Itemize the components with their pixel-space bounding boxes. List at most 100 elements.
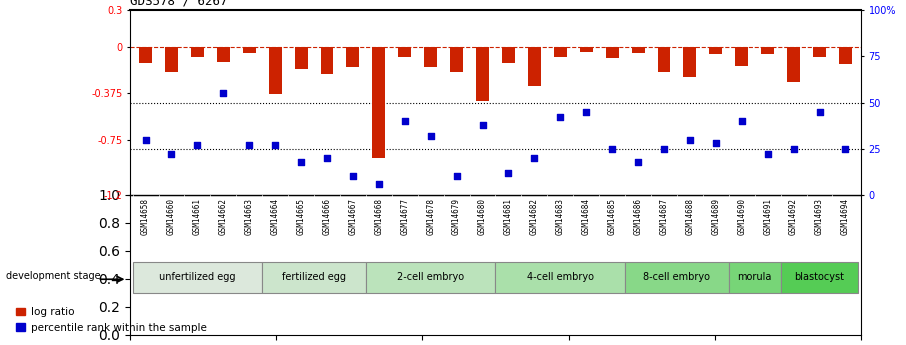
Bar bbox=[683, 47, 697, 77]
Text: GSM14666: GSM14666 bbox=[323, 198, 332, 235]
Point bbox=[449, 174, 464, 179]
Point bbox=[216, 90, 230, 96]
Bar bbox=[140, 47, 152, 63]
Bar bbox=[424, 47, 438, 67]
Text: GSM14679: GSM14679 bbox=[452, 198, 461, 235]
Point bbox=[735, 118, 749, 124]
Text: GSM14665: GSM14665 bbox=[296, 198, 305, 235]
Text: GSM14667: GSM14667 bbox=[349, 198, 358, 235]
Text: unfertilized egg: unfertilized egg bbox=[159, 273, 236, 283]
Point bbox=[371, 181, 386, 187]
Text: GSM14664: GSM14664 bbox=[271, 198, 280, 235]
Bar bbox=[554, 47, 567, 57]
Text: fertilized egg: fertilized egg bbox=[282, 273, 346, 283]
Text: GSM14678: GSM14678 bbox=[426, 198, 435, 235]
Text: GSM14688: GSM14688 bbox=[686, 198, 694, 235]
Point bbox=[423, 133, 438, 139]
Text: GSM14661: GSM14661 bbox=[193, 198, 202, 235]
Text: GSM14693: GSM14693 bbox=[815, 198, 824, 235]
Point bbox=[838, 146, 853, 151]
Text: GSM14668: GSM14668 bbox=[374, 198, 383, 235]
Point bbox=[579, 109, 593, 115]
Point bbox=[605, 146, 620, 151]
Text: GSM14677: GSM14677 bbox=[400, 198, 410, 235]
Point bbox=[190, 142, 205, 148]
Text: GSM14684: GSM14684 bbox=[582, 198, 591, 235]
Text: GSM14663: GSM14663 bbox=[245, 198, 254, 235]
Bar bbox=[580, 47, 593, 52]
Text: GSM14660: GSM14660 bbox=[167, 198, 176, 235]
Bar bbox=[839, 47, 852, 64]
Bar bbox=[787, 47, 800, 81]
Bar bbox=[606, 47, 619, 58]
Legend: log ratio, percentile rank within the sample: log ratio, percentile rank within the sa… bbox=[16, 307, 207, 333]
Bar bbox=[450, 47, 463, 72]
Point bbox=[268, 142, 283, 148]
Point bbox=[164, 151, 178, 157]
Text: GSM14692: GSM14692 bbox=[789, 198, 798, 235]
Point bbox=[813, 109, 827, 115]
Text: GSM14662: GSM14662 bbox=[219, 198, 227, 235]
Text: GSM14687: GSM14687 bbox=[660, 198, 669, 235]
Bar bbox=[502, 47, 515, 63]
Bar bbox=[217, 47, 230, 62]
Text: 2-cell embryo: 2-cell embryo bbox=[397, 273, 464, 283]
Text: GSM14694: GSM14694 bbox=[841, 198, 850, 235]
Text: GSM14658: GSM14658 bbox=[141, 198, 150, 235]
Bar bbox=[132, 262, 262, 293]
Text: GSM14689: GSM14689 bbox=[711, 198, 720, 235]
Point bbox=[553, 115, 567, 120]
Point bbox=[242, 142, 256, 148]
Bar bbox=[625, 262, 728, 293]
Bar bbox=[631, 47, 644, 53]
Point bbox=[631, 159, 645, 165]
Text: GSM14681: GSM14681 bbox=[504, 198, 513, 235]
Point bbox=[320, 155, 334, 161]
Bar bbox=[372, 47, 385, 158]
Text: 8-cell embryo: 8-cell embryo bbox=[643, 273, 710, 283]
Bar bbox=[496, 262, 625, 293]
Text: GSM14683: GSM14683 bbox=[555, 198, 564, 235]
Bar bbox=[346, 47, 360, 67]
Text: morula: morula bbox=[737, 273, 772, 283]
Point bbox=[657, 146, 671, 151]
Bar bbox=[761, 47, 774, 55]
Bar bbox=[191, 47, 204, 57]
Text: GSM14691: GSM14691 bbox=[763, 198, 772, 235]
Bar bbox=[781, 262, 858, 293]
Bar bbox=[528, 47, 541, 87]
Text: development stage: development stage bbox=[6, 271, 101, 281]
Bar bbox=[728, 262, 781, 293]
Bar bbox=[736, 47, 748, 66]
Bar bbox=[813, 47, 826, 57]
Bar bbox=[269, 47, 282, 94]
Bar bbox=[321, 47, 333, 74]
Point bbox=[527, 155, 542, 161]
Point bbox=[139, 137, 153, 142]
Point bbox=[346, 174, 361, 179]
Text: GDS578 / 6267: GDS578 / 6267 bbox=[130, 0, 227, 8]
Point bbox=[294, 159, 308, 165]
Text: GSM14686: GSM14686 bbox=[633, 198, 642, 235]
Text: GSM14685: GSM14685 bbox=[608, 198, 617, 235]
Point bbox=[398, 118, 412, 124]
Point bbox=[501, 170, 516, 176]
Text: GSM14682: GSM14682 bbox=[530, 198, 539, 235]
Bar bbox=[476, 47, 489, 101]
Point bbox=[476, 122, 490, 127]
Text: 4-cell embryo: 4-cell embryo bbox=[526, 273, 593, 283]
Bar bbox=[165, 47, 178, 72]
Point bbox=[682, 137, 697, 142]
Bar bbox=[366, 262, 496, 293]
Point bbox=[760, 151, 775, 157]
Text: GSM14680: GSM14680 bbox=[478, 198, 487, 235]
Bar bbox=[243, 47, 255, 53]
Bar bbox=[262, 262, 366, 293]
Bar bbox=[709, 47, 722, 55]
Bar bbox=[399, 47, 411, 57]
Point bbox=[786, 146, 801, 151]
Bar bbox=[294, 47, 307, 69]
Bar bbox=[658, 47, 670, 72]
Point bbox=[708, 140, 723, 146]
Text: blastocyst: blastocyst bbox=[795, 273, 844, 283]
